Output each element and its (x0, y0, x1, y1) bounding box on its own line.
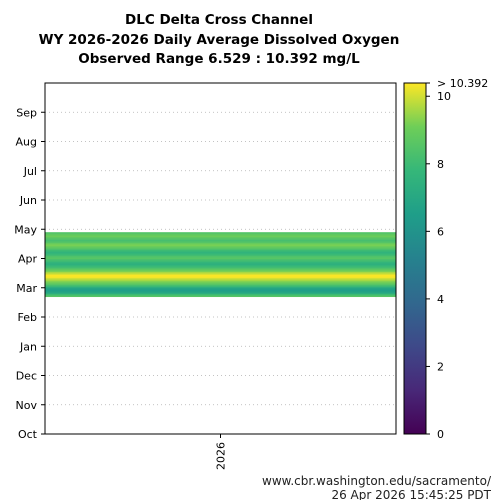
heatmap-cell (45, 235, 396, 238)
y-tick-label: Dec (16, 370, 37, 383)
heatmap-cell (45, 271, 396, 274)
heatmap-cell (45, 276, 396, 279)
heatmap-cell (45, 295, 396, 298)
heatmap-cell (45, 274, 396, 277)
heatmap-cell (45, 290, 396, 293)
heatmap-cell (45, 284, 396, 287)
heatmap-cell (45, 258, 396, 261)
chart-title-line-2: WY 2026-2026 Daily Average Dissolved Oxy… (39, 32, 400, 48)
heatmap-cell (45, 252, 396, 255)
footer-timestamp: 26 Apr 2026 15:45:25 PDT (331, 488, 491, 500)
heatmap-cell (45, 261, 396, 264)
y-tick-label: Sep (16, 106, 37, 119)
heatmap-cell (45, 262, 396, 265)
colorbar-tick-label: 10 (437, 90, 451, 103)
colorbar-tick-label: 0 (437, 428, 444, 441)
heatmap-cell (45, 293, 396, 296)
heatmap-cell (45, 255, 396, 258)
heatmap-cell (45, 283, 396, 286)
heatmap-cell (45, 264, 396, 267)
colorbar-tick-label: 6 (437, 225, 444, 238)
colorbar-gradient (403, 82, 427, 435)
heatmap-cell (45, 257, 396, 259)
y-tick-label: Jul (23, 165, 37, 178)
heatmap-cell (45, 281, 396, 284)
heatmap-cell (45, 233, 396, 236)
heatmap-cell (45, 245, 396, 248)
heatmap-cell (45, 270, 396, 273)
heatmap-cell (45, 273, 396, 276)
colorbar-max-label: > 10.392 (437, 77, 488, 90)
heatmap-cell (45, 240, 396, 243)
y-axis: Oct Nov Dec Jan Feb Mar Apr May Jun Jul Aug Sep (14, 106, 45, 441)
y-tick-label: Oct (18, 428, 38, 441)
y-tick-label: Jan (19, 340, 37, 353)
heatmap-cell (45, 232, 396, 235)
colorbar-tick-label: 2 (437, 360, 444, 373)
heatmap-cell (45, 248, 396, 251)
colorbar: 0 2 4 6 8 10> 10.392 (403, 77, 488, 441)
y-tick-label: Apr (18, 253, 38, 266)
footer-url: www.cbr.washington.edu/sacramento/ (262, 474, 492, 488)
heatmap-cell (45, 277, 396, 280)
y-tick-label: Mar (16, 282, 37, 295)
heatmap-cell (45, 289, 396, 292)
heatmap-cell (45, 236, 396, 239)
heatmap-cell (45, 246, 396, 249)
colorbar-tick-label: 8 (437, 158, 444, 171)
heatmap-cell (45, 251, 396, 254)
heatmap-cell (45, 254, 396, 257)
heatmap-cell (45, 280, 396, 283)
plot-area (44, 82, 397, 435)
chart-title-line-1: DLC Delta Cross Channel (125, 12, 313, 28)
heatmap-cell (45, 267, 396, 270)
y-tick-label: Feb (18, 311, 37, 324)
heatmap-cell (45, 265, 396, 268)
heatmap-cell (45, 287, 396, 290)
colorbar-tick-label: 4 (437, 293, 444, 306)
heatmap-cell (45, 278, 396, 281)
heatmap-cell (45, 243, 396, 246)
x-tick-label: 2026 (215, 442, 228, 470)
heatmap-cell (45, 268, 396, 271)
heatmap-cell (45, 259, 396, 262)
chart-title-line-3: Observed Range 6.529 : 10.392 mg/L (78, 51, 360, 67)
y-tick-label: Jun (19, 194, 37, 207)
x-axis: 2026 (215, 434, 228, 470)
heatmap-cell (45, 238, 396, 240)
y-tick-label: Nov (16, 399, 38, 412)
heatmap-cell (45, 286, 396, 289)
heatmap-cell (45, 242, 396, 245)
heatmap-cell (45, 249, 396, 252)
y-tick-label: Aug (16, 136, 37, 149)
heatmap-cell (45, 239, 396, 242)
y-tick-label: May (14, 223, 37, 236)
heatmap-cell (45, 292, 396, 295)
